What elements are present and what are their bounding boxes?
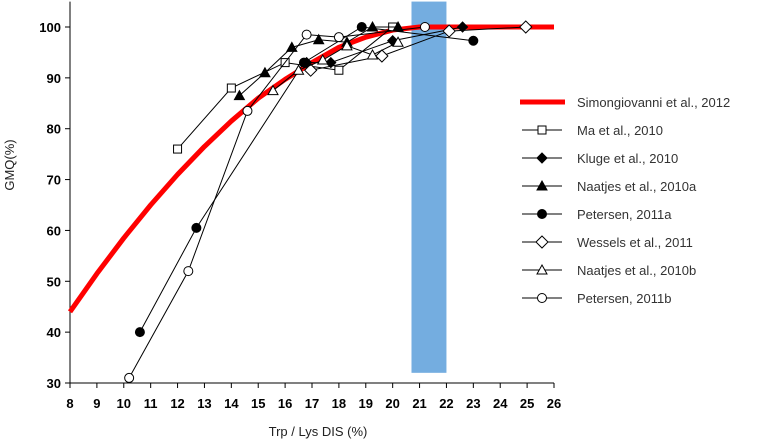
- data-point-triangle: [536, 263, 548, 275]
- legend-label: Naatjes et al., 2010a: [577, 179, 697, 194]
- legend: Simongiovanni et al., 2012 Ma et al., 201…: [520, 95, 730, 306]
- data-point-circle: [134, 327, 145, 338]
- series-wessels-et-al-2011: [303, 20, 533, 77]
- legend-item: Ma et al., 2010: [522, 123, 663, 138]
- data-point-diamond: [303, 63, 318, 77]
- data-point-circle: [124, 372, 135, 383]
- x-tick-label: 21: [412, 396, 426, 411]
- legend-item: Naatjes et al., 2010a: [522, 179, 697, 194]
- legend-item: Petersen, 2011b: [522, 291, 671, 306]
- data-point-circle: [242, 105, 253, 116]
- data-point-diamond: [456, 21, 469, 33]
- data-point-triangle: [267, 84, 279, 96]
- legend-item: Wessels et al., 2011: [522, 235, 693, 250]
- legend-label: Petersen, 2011b: [577, 291, 671, 306]
- series-line: [177, 26, 393, 150]
- data-point-diamond: [442, 24, 456, 38]
- data-point-triangle: [233, 89, 246, 101]
- data-point-circle: [298, 57, 309, 68]
- data-point-triangle: [292, 64, 305, 75]
- x-tick-label: 15: [251, 396, 265, 411]
- x-tick-label: 8: [66, 396, 73, 411]
- data-point-triangle: [312, 33, 325, 45]
- data-point-square: [226, 83, 236, 93]
- data-point-circle: [356, 22, 367, 32]
- data-point-triangle: [392, 36, 404, 47]
- data-point-triangle: [366, 48, 379, 60]
- y-tick-label: 80: [47, 122, 61, 137]
- data-point-square: [334, 65, 344, 75]
- series-petersen-2011a: [134, 22, 479, 338]
- data-point-circle: [537, 209, 547, 219]
- data-point-triangle: [285, 41, 298, 52]
- data-point-circle: [537, 293, 547, 303]
- x-tick-label: 22: [439, 396, 453, 411]
- data-point-square: [173, 144, 183, 154]
- x-tick-label: 10: [117, 396, 131, 411]
- y-axis-label: GMQ(%): [2, 139, 17, 190]
- data-point-square: [537, 125, 547, 135]
- data-point-circle: [468, 35, 479, 46]
- x-tick-label: 19: [359, 396, 373, 411]
- series-naatjes-et-al-2010b: [267, 36, 404, 96]
- x-tick-label: 17: [305, 396, 319, 411]
- x-tick-label: 13: [197, 396, 211, 411]
- y-tick-label: 100: [39, 20, 61, 35]
- series-petersen-2011b: [124, 22, 430, 383]
- y-tick-label: 30: [47, 376, 61, 391]
- x-tick-label: 11: [144, 396, 158, 411]
- series-line: [310, 26, 526, 71]
- legend-item: Simongiovanni et al., 2012: [520, 95, 730, 110]
- legend-label: Ma et al., 2010: [577, 123, 663, 138]
- legend-label: Petersen, 2011a: [577, 207, 672, 222]
- data-point-diamond: [535, 235, 549, 249]
- data-point-triangle: [536, 179, 548, 191]
- x-tick-label: 20: [385, 396, 399, 411]
- data-point-circle: [183, 266, 194, 277]
- y-tick-label: 50: [47, 274, 61, 289]
- x-tick-label: 23: [466, 396, 480, 411]
- series-line: [128, 26, 425, 379]
- data-point-circle: [301, 29, 312, 40]
- legend-label: Naatjes et al., 2010b: [577, 263, 696, 278]
- series-ma-et-al-2010: [173, 22, 398, 154]
- x-tick-label: 25: [520, 396, 534, 411]
- data-point-diamond: [536, 152, 548, 164]
- y-tick-label: 90: [47, 71, 61, 86]
- legend-item: Kluge et al., 2010: [522, 151, 678, 166]
- legend-label: Kluge et al., 2010: [577, 151, 678, 166]
- y-tick-label: 40: [47, 325, 61, 340]
- x-tick-label: 14: [224, 396, 239, 411]
- legend-label: Wessels et al., 2011: [577, 235, 693, 250]
- x-tick-label: 26: [547, 396, 561, 411]
- y-tick-label: 60: [47, 223, 61, 238]
- highlight-band: [411, 1, 447, 373]
- x-tick-label: 9: [93, 396, 100, 411]
- legend-item: Petersen, 2011a: [522, 207, 672, 222]
- axes: 30 40 50 60 70 80 90 100 8 9 10 11 12 13 14 15 16 17 18 19 2…: [39, 1, 561, 411]
- data-point-triangle: [259, 66, 271, 78]
- data-point-circle: [191, 222, 202, 233]
- legend-label: Simongiovanni et al., 2012: [577, 95, 730, 110]
- data-point-triangle: [316, 54, 329, 65]
- x-tick-label: 18: [332, 396, 346, 411]
- data-point-diamond: [325, 56, 337, 69]
- x-tick-label: 12: [170, 396, 184, 411]
- x-axis-label: Trp / Lys DIS (%): [269, 424, 368, 439]
- y-tick-label: 70: [47, 173, 61, 188]
- data-point-circle: [333, 32, 344, 43]
- x-tick-label: 16: [278, 396, 292, 411]
- data-point-diamond: [375, 49, 389, 63]
- data-point-circle: [419, 22, 430, 32]
- data-point-diamond: [519, 20, 533, 34]
- data-point-triangle: [341, 39, 353, 51]
- legend-item: Naatjes et al., 2010b: [522, 263, 696, 278]
- x-tick-label: 24: [493, 396, 508, 411]
